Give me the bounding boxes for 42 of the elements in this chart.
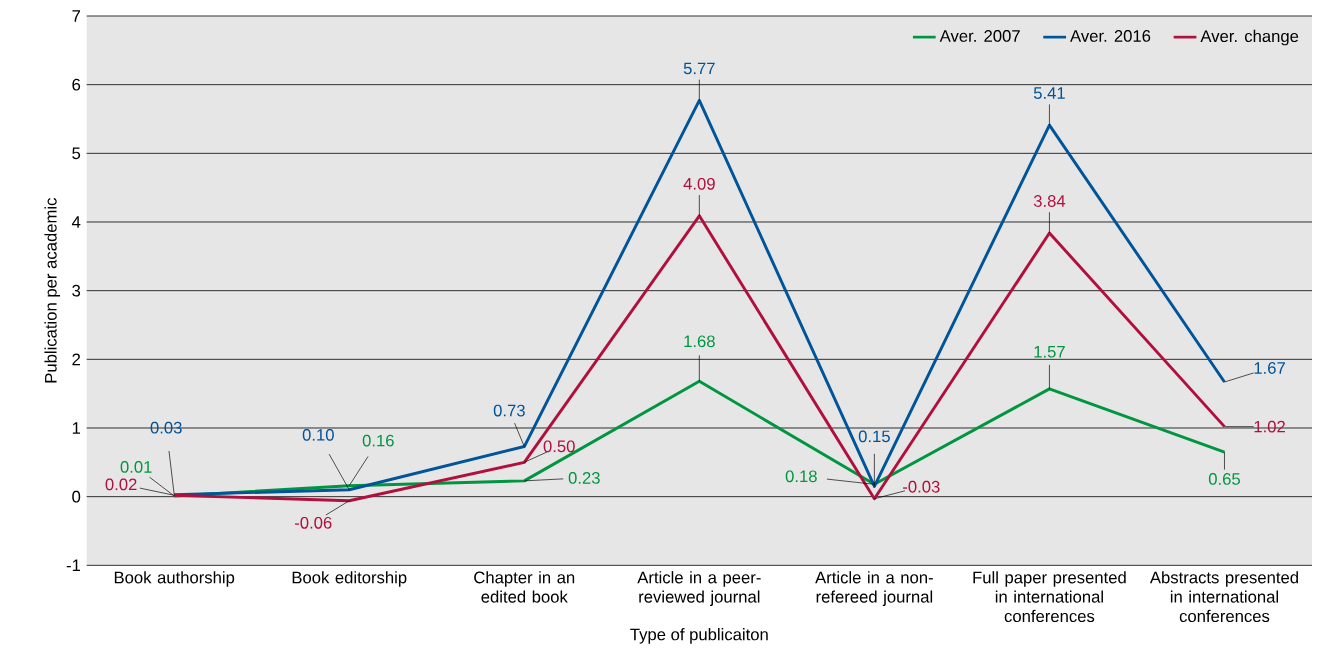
data-label: 5.77: [683, 62, 715, 75]
data-label: 0.16: [362, 434, 394, 447]
y-tick-label: 3: [72, 284, 81, 297]
x-tick-label: Abstracts presented in international conferences: [1149, 570, 1298, 622]
y-tick-label: -1: [66, 559, 81, 571]
data-label: 0.10: [302, 428, 334, 441]
data-label: 0.23: [568, 471, 600, 484]
legend-label: Aver. 2007: [939, 29, 1020, 42]
legend-label: Aver. change: [1200, 29, 1299, 46]
data-label: 1.57: [1034, 345, 1065, 358]
data-label: 0.02: [105, 478, 137, 491]
data-label: 0.50: [543, 440, 575, 453]
x-tick-label: Article in a peer-reviewed journal: [637, 570, 761, 606]
y-tick-label: 0: [72, 490, 81, 503]
data-label: 0.03: [150, 421, 182, 434]
legend-label: Aver. 2016: [1070, 29, 1151, 42]
x-tick-label: Book editorship: [292, 570, 407, 587]
x-tick-label: Full paper presented in international conferences: [973, 570, 1126, 622]
data-label: 0.18: [785, 470, 817, 483]
y-tick-label: 4: [71, 216, 81, 228]
data-label: 1.02: [1254, 420, 1285, 433]
data-label: 3.84: [1033, 194, 1066, 207]
y-tick-label: 6: [72, 78, 81, 91]
x-tick-label: Book authorship: [114, 570, 235, 587]
data-label: 0.73: [493, 404, 525, 417]
y-tick-label: 5: [72, 147, 81, 159]
data-label: 1.68: [684, 335, 715, 348]
y-tick-label: 1: [72, 422, 81, 434]
y-tick-label: 2: [72, 353, 81, 365]
data-label: 0.65: [1208, 472, 1240, 485]
x-tick-label: Chapter in an edited book: [474, 570, 575, 603]
data-label: 1.67: [1254, 361, 1285, 374]
x-tick-label: Article in a non-refereed journal: [815, 570, 933, 606]
y-axis-title: Publication per academic: [44, 197, 60, 383]
data-label: 5.41: [1033, 87, 1065, 99]
y-tick-label: 7: [72, 10, 81, 22]
data-label: -0.06: [294, 516, 332, 529]
x-axis-title: Type of publicaiton: [630, 627, 768, 644]
data-label: 0.01: [120, 460, 152, 473]
data-label: 0.15: [858, 430, 890, 443]
data-label: -0.03: [903, 480, 940, 493]
data-label: 4.09: [683, 177, 715, 190]
